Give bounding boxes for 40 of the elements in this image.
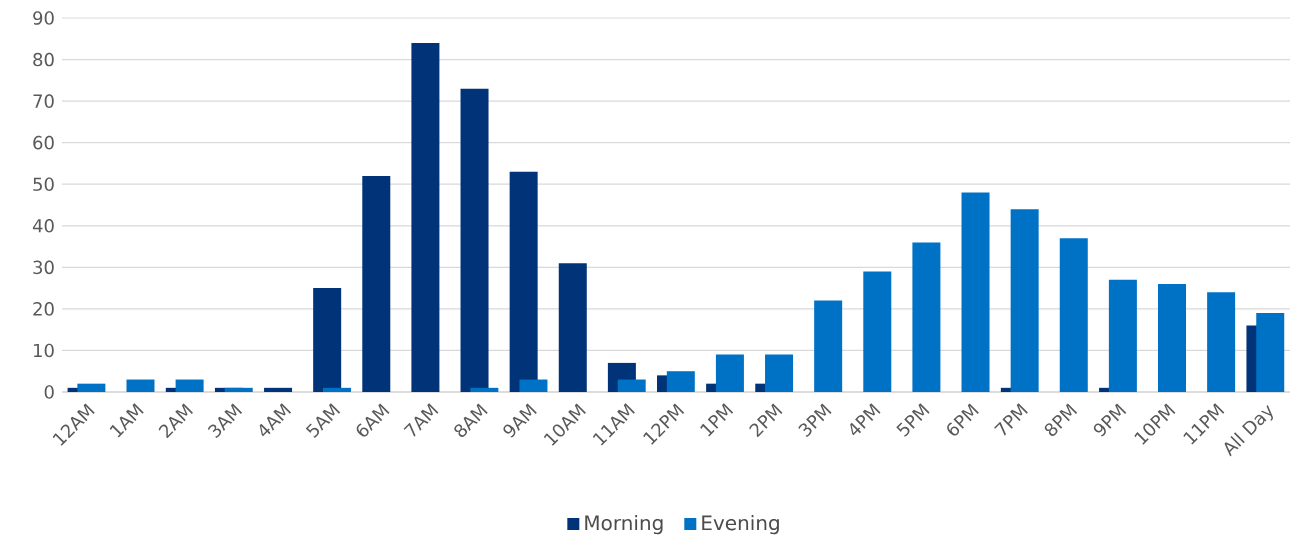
y-tick-label: 70 [33,94,54,108]
bar [175,379,204,392]
legend-label: Evening [702,514,779,535]
bar [411,42,440,392]
bar [1158,283,1187,392]
bar [814,300,843,392]
bar [617,379,646,392]
y-tick-label: 90 [33,11,54,25]
y-tick-label: 30 [33,260,54,275]
bar [264,387,293,392]
bar [313,288,342,392]
y-tick-label: 60 [33,135,54,150]
bar [126,379,155,392]
bar [77,383,106,392]
bar [666,371,695,392]
y-tick-label: 80 [33,52,54,67]
bar [863,271,892,392]
bar [912,242,941,392]
bar [961,192,990,392]
bar [322,387,351,392]
bar [460,88,489,392]
bar [765,354,794,392]
bar [715,354,744,392]
bar [519,379,548,392]
bar [224,387,253,392]
y-tick-label: 50 [33,177,54,192]
bar [1108,279,1137,392]
bar [509,171,538,392]
bar [362,175,391,392]
y-tick-label: 20 [33,302,54,316]
bar [1010,209,1039,392]
bar [1207,292,1236,392]
y-tick-label: 40 [32,218,54,233]
y-tick-label: 10 [34,343,54,358]
y-tick-label: 0 [44,385,54,399]
legend-label: Morning [585,514,663,535]
bar [1059,238,1088,392]
bar [470,387,499,392]
bar [1256,313,1285,392]
bar [558,263,587,392]
